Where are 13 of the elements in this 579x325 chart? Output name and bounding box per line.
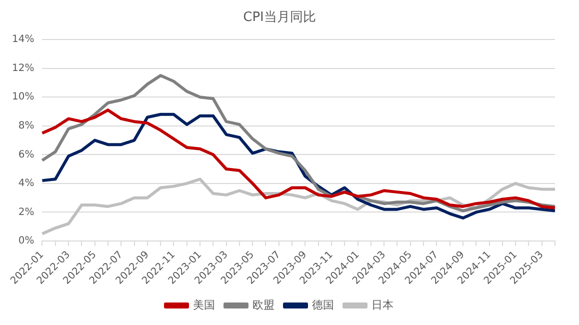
y-tick-label: 6%	[18, 149, 34, 160]
y-tick-label: 10%	[12, 92, 34, 103]
y-tick-label: 0%	[18, 236, 34, 247]
legend-label: 美国	[193, 298, 215, 312]
y-tick-label: 14%	[12, 34, 34, 46]
y-tick-label: 8%	[18, 120, 34, 132]
y-tick-label: 12%	[12, 62, 34, 74]
legend-label: 德国	[312, 298, 334, 312]
legend-label: 日本	[372, 298, 394, 312]
legend-label: 欧盟	[252, 298, 274, 312]
chart-title: CPI当月同比	[243, 10, 316, 26]
y-tick-label: 4%	[18, 178, 34, 190]
y-tick-label: 2%	[18, 206, 34, 218]
